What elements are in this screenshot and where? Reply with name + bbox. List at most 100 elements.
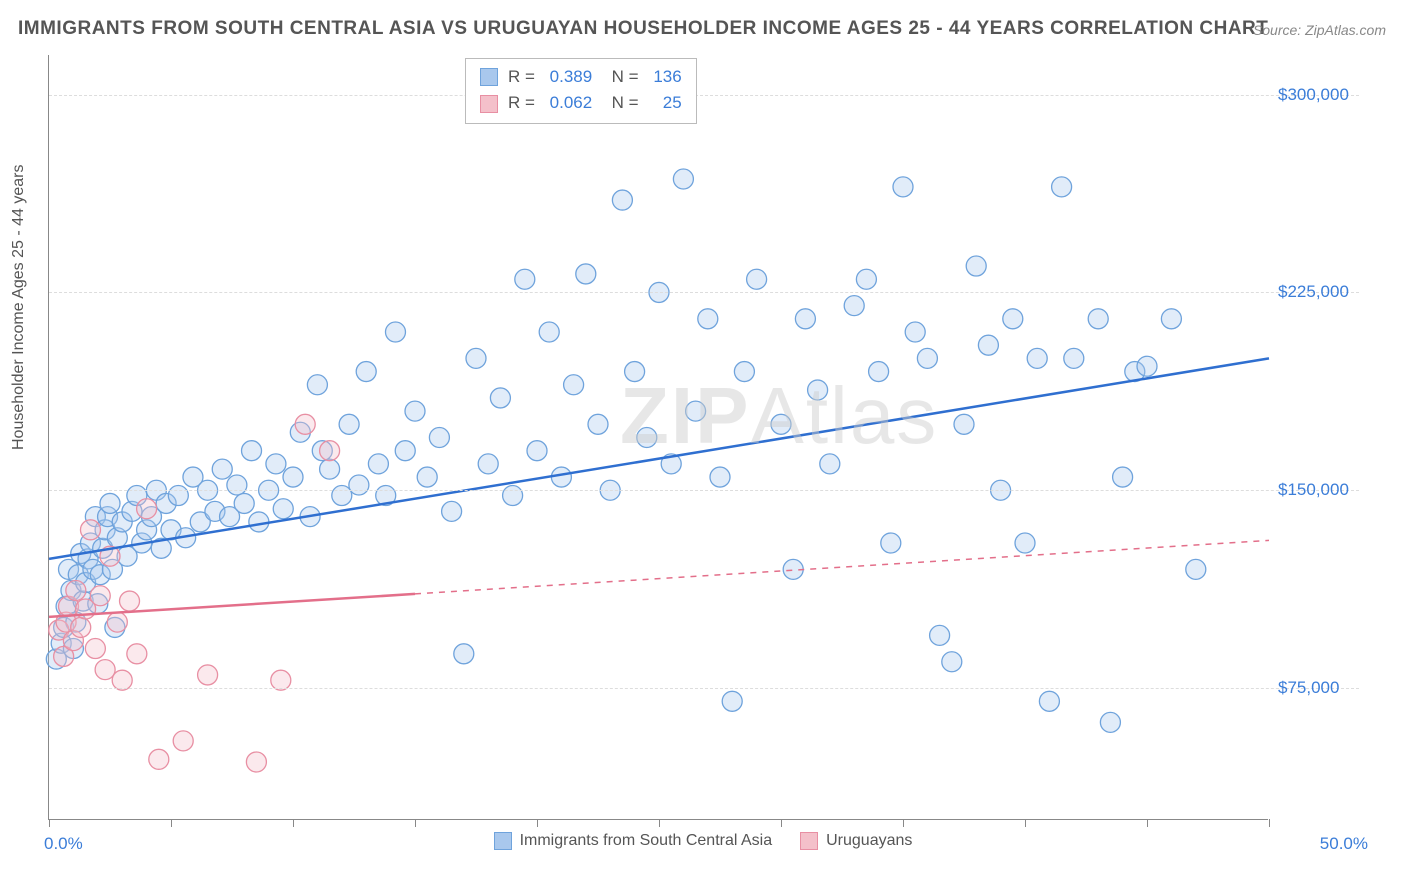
scatter-point bbox=[1015, 533, 1035, 553]
scatter-point bbox=[283, 467, 303, 487]
scatter-point bbox=[734, 362, 754, 382]
scatter-point bbox=[127, 644, 147, 664]
scatter-point bbox=[625, 362, 645, 382]
scatter-point bbox=[466, 348, 486, 368]
scatter-point bbox=[771, 414, 791, 434]
x-tick bbox=[1269, 819, 1270, 827]
scatter-point bbox=[856, 269, 876, 289]
scatter-point bbox=[893, 177, 913, 197]
stats-swatch-series2 bbox=[480, 95, 498, 113]
scatter-point bbox=[85, 639, 105, 659]
scatter-point bbox=[698, 309, 718, 329]
scatter-point bbox=[747, 269, 767, 289]
scatter-point bbox=[869, 362, 889, 382]
bottom-legend: Immigrants from South Central Asia Urugu… bbox=[0, 832, 1406, 850]
chart-title: IMMIGRANTS FROM SOUTH CENTRAL ASIA VS UR… bbox=[18, 18, 1268, 40]
stats-row-series2: R = 0.062 N = 25 bbox=[480, 90, 682, 116]
scatter-point bbox=[1052, 177, 1072, 197]
legend-item-series1: Immigrants from South Central Asia bbox=[494, 832, 773, 850]
scatter-point bbox=[503, 486, 523, 506]
stats-row-series1: R = 0.389 N = 136 bbox=[480, 64, 682, 90]
scatter-point bbox=[173, 731, 193, 751]
scatter-point bbox=[539, 322, 559, 342]
x-tick bbox=[1147, 819, 1148, 827]
scatter-point bbox=[332, 486, 352, 506]
x-tick bbox=[659, 819, 660, 827]
scatter-point bbox=[417, 467, 437, 487]
scatter-point bbox=[820, 454, 840, 474]
scatter-point bbox=[249, 512, 269, 532]
scatter-point bbox=[320, 459, 340, 479]
scatter-point bbox=[395, 441, 415, 461]
regression-line-series2-dashed bbox=[415, 540, 1269, 594]
scatter-point bbox=[339, 414, 359, 434]
scatter-point bbox=[1137, 356, 1157, 376]
scatter-point bbox=[564, 375, 584, 395]
legend-label-series1: Immigrants from South Central Asia bbox=[520, 832, 773, 850]
scatter-point bbox=[295, 414, 315, 434]
stats-legend-box: R = 0.389 N = 136 R = 0.062 N = 25 bbox=[465, 58, 697, 124]
scatter-point bbox=[1027, 348, 1047, 368]
scatter-point bbox=[881, 533, 901, 553]
scatter-point bbox=[356, 362, 376, 382]
x-tick bbox=[171, 819, 172, 827]
scatter-point bbox=[429, 428, 449, 448]
scatter-point bbox=[149, 749, 169, 769]
scatter-point bbox=[107, 612, 127, 632]
scatter-point bbox=[385, 322, 405, 342]
scatter-point bbox=[588, 414, 608, 434]
regression-line-series1 bbox=[49, 358, 1269, 558]
chart-svg bbox=[49, 55, 1268, 819]
scatter-point bbox=[686, 401, 706, 421]
scatter-point bbox=[1100, 712, 1120, 732]
scatter-point bbox=[227, 475, 247, 495]
scatter-point bbox=[71, 617, 91, 637]
gridline bbox=[49, 490, 1359, 491]
scatter-point bbox=[673, 169, 693, 189]
stats-r-series1: 0.389 bbox=[550, 64, 593, 90]
scatter-point bbox=[490, 388, 510, 408]
scatter-point bbox=[930, 625, 950, 645]
stats-n-series2: 25 bbox=[663, 90, 682, 116]
scatter-point bbox=[349, 475, 369, 495]
scatter-point bbox=[954, 414, 974, 434]
legend-item-series2: Uruguayans bbox=[800, 832, 912, 850]
scatter-point bbox=[266, 454, 286, 474]
scatter-point bbox=[808, 380, 828, 400]
legend-swatch-series1 bbox=[494, 832, 512, 850]
scatter-point bbox=[966, 256, 986, 276]
scatter-point bbox=[66, 581, 86, 601]
scatter-point bbox=[168, 486, 188, 506]
scatter-point bbox=[273, 499, 293, 519]
scatter-point bbox=[405, 401, 425, 421]
scatter-point bbox=[100, 493, 120, 513]
x-tick bbox=[903, 819, 904, 827]
x-tick bbox=[537, 819, 538, 827]
scatter-point bbox=[454, 644, 474, 664]
scatter-point bbox=[320, 441, 340, 461]
plot-area bbox=[48, 55, 1268, 820]
scatter-point bbox=[1161, 309, 1181, 329]
y-tick-label: $75,000 bbox=[1278, 678, 1339, 698]
scatter-point bbox=[844, 296, 864, 316]
x-tick bbox=[415, 819, 416, 827]
scatter-point bbox=[478, 454, 498, 474]
scatter-point bbox=[368, 454, 388, 474]
stats-r-series2: 0.062 bbox=[550, 90, 593, 116]
y-tick-label: $150,000 bbox=[1278, 480, 1349, 500]
scatter-point bbox=[527, 441, 547, 461]
scatter-point bbox=[710, 467, 730, 487]
scatter-point bbox=[1064, 348, 1084, 368]
legend-label-series2: Uruguayans bbox=[826, 832, 912, 850]
scatter-point bbox=[905, 322, 925, 342]
scatter-point bbox=[978, 335, 998, 355]
scatter-point bbox=[95, 660, 115, 680]
scatter-point bbox=[80, 520, 100, 540]
scatter-point bbox=[212, 459, 232, 479]
scatter-point bbox=[120, 591, 140, 611]
y-axis-label: Householder Income Ages 25 - 44 years bbox=[10, 165, 28, 451]
scatter-point bbox=[1088, 309, 1108, 329]
legend-swatch-series2 bbox=[800, 832, 818, 850]
gridline bbox=[49, 292, 1359, 293]
scatter-point bbox=[1003, 309, 1023, 329]
